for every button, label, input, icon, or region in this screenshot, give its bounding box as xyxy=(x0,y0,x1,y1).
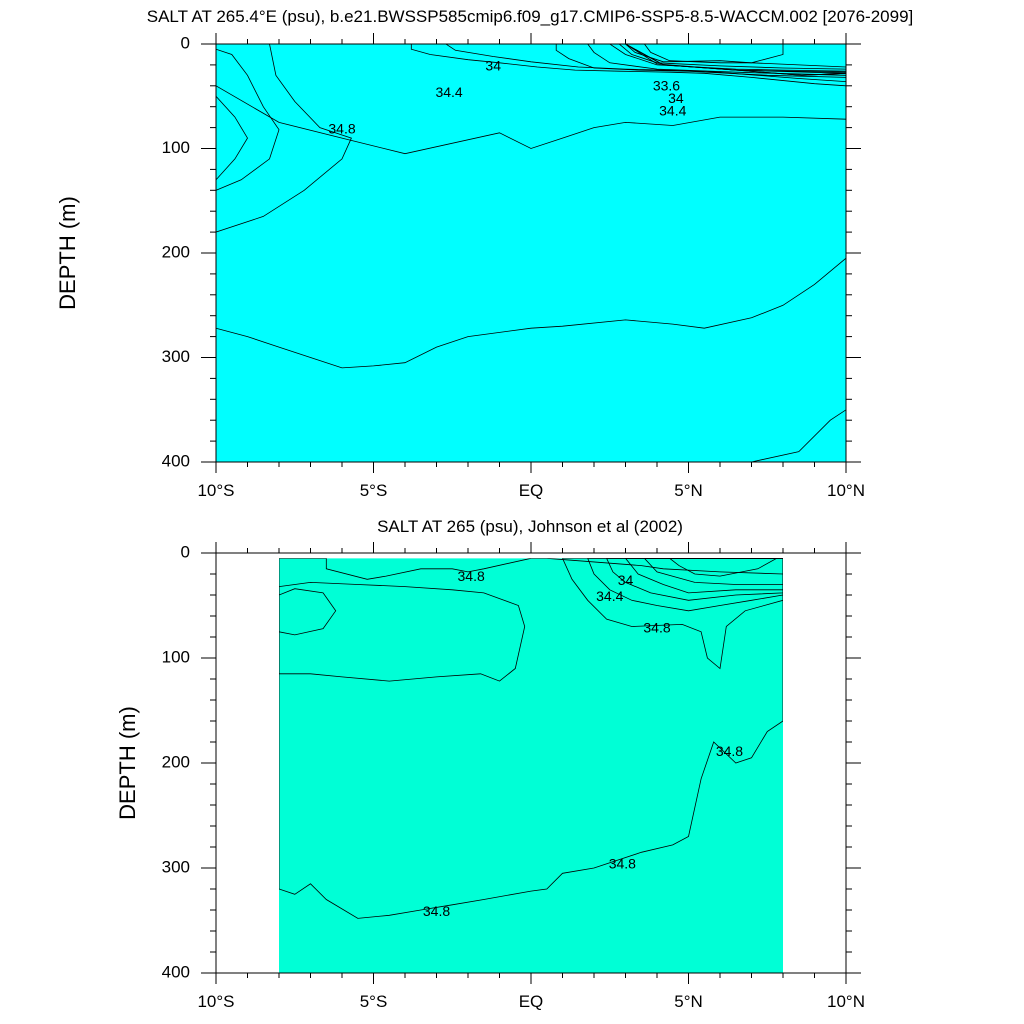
top-panel-ylabel: DEPTH (m) xyxy=(55,196,80,310)
y-tick-label: 200 xyxy=(162,752,190,771)
x-tick-label: 10°N xyxy=(827,481,865,500)
contour-region-35-4 xyxy=(216,95,248,181)
contour-field xyxy=(279,558,783,973)
y-tick-label: 0 xyxy=(181,542,190,561)
bottom-panel-title: SALT AT 265 (psu), Johnson et al (2002) xyxy=(377,517,683,536)
contour-label: 34.4 xyxy=(435,84,462,100)
contour-region-35-4 xyxy=(279,588,337,636)
x-tick-label: 10°S xyxy=(197,992,234,1011)
contour-region-34-4 xyxy=(751,409,846,462)
x-tick-label: 10°N xyxy=(827,992,865,1011)
contour-label: 34 xyxy=(485,58,501,74)
contour-label: 34 xyxy=(618,572,634,588)
x-tick-label: EQ xyxy=(519,481,544,500)
contour-label: 34.8 xyxy=(609,856,636,872)
contour-background xyxy=(216,44,846,462)
top-panel: SALT AT 265.4°E (psu), b.e21.BWSSP585cmi… xyxy=(55,7,913,500)
contour-field xyxy=(216,44,846,462)
contour-region-33 xyxy=(643,44,784,64)
contour-region-35 xyxy=(216,44,352,233)
contour-region-35-2 xyxy=(279,581,526,682)
bottom-panel: SALT AT 265 (psu), Johnson et al (2002) … xyxy=(115,517,865,1011)
y-tick-label: 100 xyxy=(162,647,190,666)
contour-label: 34.4 xyxy=(596,588,623,604)
contour-label: 34.8 xyxy=(716,743,743,759)
contour-label: 34.8 xyxy=(328,120,355,136)
contour-region-33-8 xyxy=(587,44,846,76)
contour-region-34-2 xyxy=(606,558,783,601)
contour-label: 34 xyxy=(668,90,684,106)
contour-region-33-6 xyxy=(668,558,778,577)
contour-region-35 xyxy=(279,558,783,919)
contour-region-34 xyxy=(624,558,783,594)
x-tick-label: 5°N xyxy=(674,992,703,1011)
contour-region-34-8 xyxy=(216,85,846,369)
y-tick-label: 200 xyxy=(162,242,190,261)
y-tick-label: 100 xyxy=(162,138,190,157)
y-tick-label: 400 xyxy=(162,962,190,981)
contour-region-33-6 xyxy=(609,44,846,72)
x-tick-label: EQ xyxy=(519,992,544,1011)
x-tick-label: 5°N xyxy=(674,481,703,500)
contour-label: 34.8 xyxy=(458,568,485,584)
bottom-panel-ylabel: DEPTH (m) xyxy=(115,706,140,820)
y-tick-label: 400 xyxy=(162,451,190,470)
contour-region-34-6 xyxy=(562,558,783,670)
contour-region-33-4 xyxy=(618,44,846,70)
contour-label: 34.4 xyxy=(659,103,686,119)
contour-label: 33.6 xyxy=(653,78,680,94)
contour-label: 34.8 xyxy=(423,903,450,919)
y-tick-label: 300 xyxy=(162,347,190,366)
x-tick-label: 5°S xyxy=(360,481,388,500)
contour-region-33-8 xyxy=(643,558,783,585)
y-tick-label: 300 xyxy=(162,857,190,876)
x-tick-label: 5°S xyxy=(360,992,388,1011)
x-tick-label: 10°S xyxy=(197,481,234,500)
contour-region-34-4 xyxy=(587,558,783,612)
y-tick-label: 0 xyxy=(181,33,190,52)
contour-region-35-2 xyxy=(216,48,280,191)
contour-label: 34.8 xyxy=(643,619,670,635)
contour-background xyxy=(279,558,783,973)
top-panel-title: SALT AT 265.4°E (psu), b.e21.BWSSP585cmi… xyxy=(147,7,914,26)
